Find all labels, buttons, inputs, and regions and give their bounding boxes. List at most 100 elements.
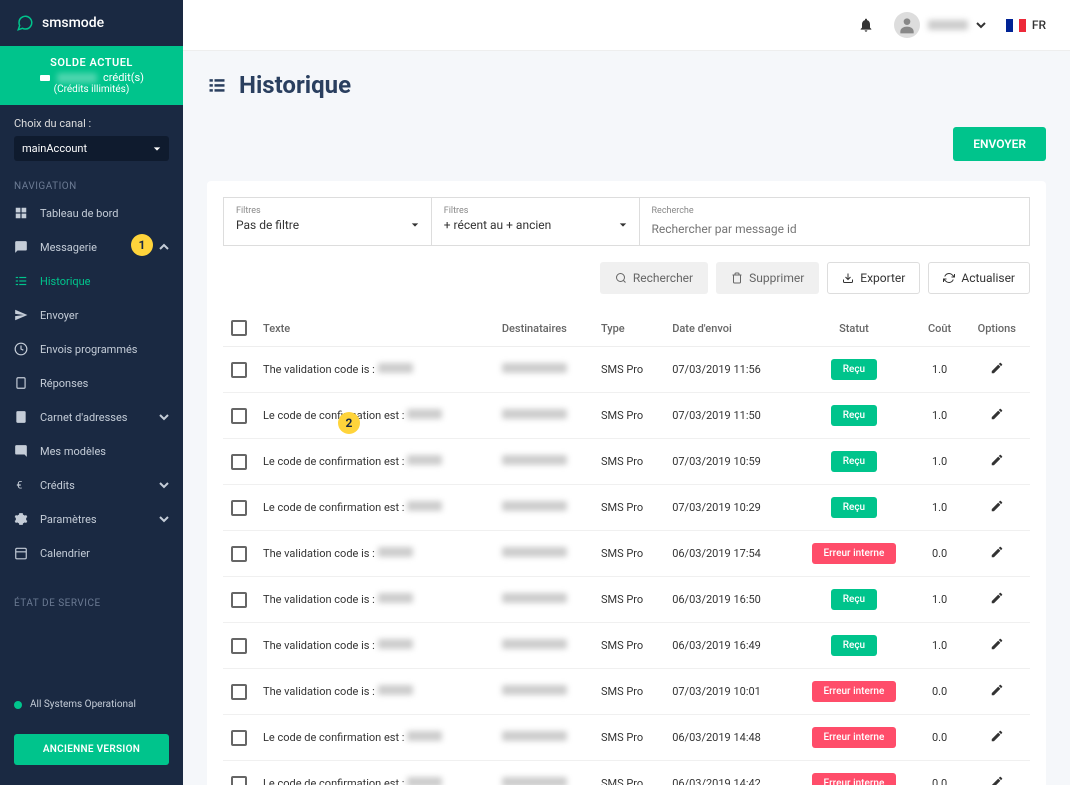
edit-icon[interactable]: [990, 407, 1004, 421]
sidebar: smsmode SOLDE ACTUEL crédit(s) (Crédits …: [0, 0, 183, 785]
nav-dashboard[interactable]: Tableau de bord: [0, 196, 183, 230]
row-checkbox[interactable]: [231, 546, 247, 562]
nav-calendar[interactable]: Calendrier: [0, 536, 183, 570]
user-menu[interactable]: [894, 12, 986, 38]
status-badge: Erreur interne: [812, 773, 897, 785]
row-recipients: [494, 623, 593, 669]
row-type: SMS Pro: [593, 761, 664, 785]
export-button[interactable]: Exporter: [827, 262, 920, 294]
calendar-icon: [14, 546, 28, 560]
row-type: SMS Pro: [593, 439, 664, 485]
edit-icon[interactable]: [990, 591, 1004, 605]
row-type: SMS Pro: [593, 715, 664, 761]
channel-selector: Choix du canal : mainAccount: [0, 105, 183, 173]
row-checkbox[interactable]: [231, 730, 247, 746]
row-date: 07/03/2019 11:56: [664, 347, 792, 393]
row-type: SMS Pro: [593, 669, 664, 715]
balance-credits-label: crédit(s): [103, 71, 144, 84]
status-badge: Reçu: [831, 497, 877, 518]
nav-settings[interactable]: Paramètres: [0, 502, 183, 536]
row-cost: 1.0: [916, 485, 964, 531]
channel-dropdown[interactable]: mainAccount: [14, 136, 169, 161]
edit-icon[interactable]: [990, 683, 1004, 697]
channel-label: Choix du canal :: [14, 117, 169, 130]
language-selector[interactable]: FR: [1006, 18, 1046, 32]
search-input[interactable]: [652, 222, 1018, 236]
status-badge: Reçu: [831, 359, 877, 380]
row-checkbox[interactable]: [231, 684, 247, 700]
table-row: Le code de confirmation est : SMS Pro 06…: [223, 761, 1030, 785]
status-text: All Systems Operational: [30, 699, 136, 710]
search-button[interactable]: Rechercher: [600, 262, 708, 294]
nav-responses[interactable]: Réponses: [0, 366, 183, 400]
nav-scheduled-label: Envois programmés: [40, 343, 137, 356]
refresh-icon: [943, 272, 955, 284]
edit-icon[interactable]: [990, 637, 1004, 651]
row-date: 07/03/2019 10:01: [664, 669, 792, 715]
nav-send[interactable]: Envoyer: [0, 298, 183, 332]
bell-icon[interactable]: [858, 17, 874, 33]
user-name-blurred: [928, 20, 968, 30]
svg-text:€: €: [16, 479, 22, 492]
sort-value: + récent au + ancien: [444, 218, 552, 232]
nav-credits[interactable]: € Crédits: [0, 468, 183, 502]
col-sent: Date d'envoi: [664, 310, 792, 347]
sort-dropdown[interactable]: Filtres + récent au + ancien: [432, 198, 640, 245]
row-checkbox[interactable]: [231, 776, 247, 785]
status-badge: Erreur interne: [812, 543, 897, 564]
nav-templates[interactable]: Mes modèles: [0, 434, 183, 468]
status-badge: Reçu: [831, 589, 877, 610]
table-row: The validation code is : SMS Pro 07/03/2…: [223, 347, 1030, 393]
delete-button[interactable]: Supprimer: [716, 262, 819, 294]
edit-icon[interactable]: [990, 729, 1004, 743]
filter-dropdown[interactable]: Filtres Pas de filtre: [224, 198, 432, 245]
nav-addressbook[interactable]: Carnet d'adresses: [0, 400, 183, 434]
nav-addressbook-label: Carnet d'adresses: [40, 411, 127, 424]
nav-scheduled[interactable]: Envois programmés: [0, 332, 183, 366]
clock-icon: [14, 342, 28, 356]
nav-messaging[interactable]: Messagerie 1: [0, 230, 183, 264]
edit-icon[interactable]: [990, 453, 1004, 467]
delete-button-label: Supprimer: [749, 271, 804, 285]
row-text: Le code de confirmation est :: [255, 761, 494, 785]
edit-icon[interactable]: [990, 545, 1004, 559]
row-checkbox[interactable]: [231, 592, 247, 608]
chevron-down-icon: [159, 480, 169, 490]
edit-icon[interactable]: [990, 499, 1004, 513]
row-recipients: [494, 439, 593, 485]
row-checkbox[interactable]: [231, 408, 247, 424]
book-icon: [14, 410, 28, 424]
avatar: [894, 12, 920, 38]
row-cost: 0.0: [916, 715, 964, 761]
refresh-button[interactable]: Actualiser: [928, 262, 1030, 294]
row-recipients: [494, 531, 593, 577]
row-cost: 0.0: [916, 761, 964, 785]
filter-value: Pas de filtre: [236, 218, 299, 232]
row-recipients: [494, 761, 593, 785]
edit-icon[interactable]: [990, 775, 1004, 785]
logo[interactable]: smsmode: [0, 0, 183, 46]
row-checkbox[interactable]: [231, 362, 247, 378]
balance-unlimited: (Crédits illimités): [12, 84, 171, 95]
chevron-down-icon: [976, 20, 986, 30]
row-text: Le code de confirmation est :: [255, 393, 494, 439]
edit-icon[interactable]: [990, 361, 1004, 375]
old-version-button[interactable]: ANCIENNE VERSION: [14, 734, 169, 765]
status-badge: Erreur interne: [812, 681, 897, 702]
send-button[interactable]: ENVOYER: [953, 127, 1046, 161]
language-code: FR: [1032, 18, 1046, 32]
row-date: 07/03/2019 10:59: [664, 439, 792, 485]
nav-history[interactable]: Historique: [0, 264, 183, 298]
nav-section-label: NAVIGATION: [0, 173, 183, 196]
select-all-checkbox[interactable]: [231, 320, 247, 336]
row-checkbox[interactable]: [231, 454, 247, 470]
row-type: SMS Pro: [593, 393, 664, 439]
download-icon: [842, 272, 854, 284]
col-options: Options: [964, 310, 1030, 347]
nav-settings-label: Paramètres: [40, 513, 97, 526]
table-row: The validation code is : SMS Pro 07/03/2…: [223, 669, 1030, 715]
row-checkbox[interactable]: [231, 500, 247, 516]
nav-calendar-label: Calendrier: [40, 547, 90, 560]
row-text: Le code de confirmation est :: [255, 485, 494, 531]
row-checkbox[interactable]: [231, 638, 247, 654]
